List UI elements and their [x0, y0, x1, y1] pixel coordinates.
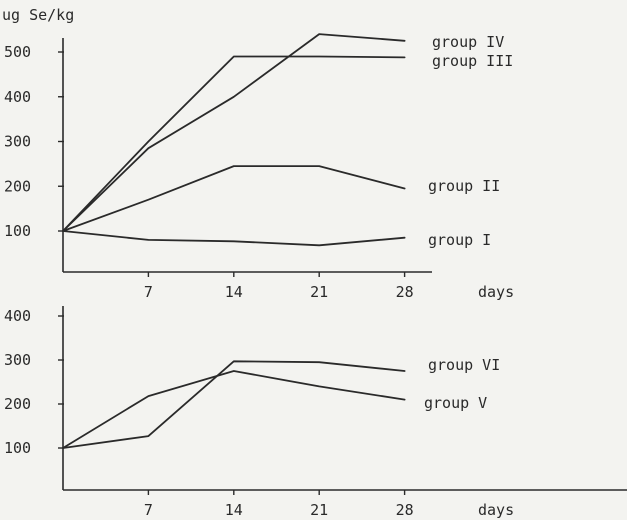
series-label-group-vi: group VI [428, 356, 500, 374]
top-y-tick-label-300: 300 [4, 133, 31, 151]
bottom-x-tick-label-14: 14 [225, 501, 243, 519]
series-label-group-i: group I [428, 231, 491, 249]
top-y-tick-label-500: 500 [4, 43, 31, 61]
top-chart-panel: ug Se/kg 100 200 300 400 500 7 14 21 28 days group … [2, 6, 514, 301]
top-y-tick-label-100: 100 [4, 222, 31, 240]
series-line-group-iii [62, 55, 406, 232]
top-x-axis-label: days [478, 283, 514, 301]
top-x-tick-label-14: 14 [225, 283, 243, 301]
series-line-group-vi [62, 360, 406, 449]
bottom-y-tick-label-300: 300 [4, 351, 31, 369]
y-axis-label: ug Se/kg [2, 6, 74, 24]
series-line-group-ii [62, 165, 406, 232]
series-label-group-iii: group III [432, 52, 513, 70]
top-y-tick-label-400: 400 [4, 88, 31, 106]
bottom-y-tick-label-400: 400 [4, 307, 31, 325]
bottom-x-tick-label-28: 28 [396, 501, 414, 519]
top-x-tick-label-28: 28 [396, 283, 414, 301]
top-y-tick-label-200: 200 [4, 177, 31, 195]
bottom-y-tick-label-200: 200 [4, 395, 31, 413]
series-line-group-iv [62, 33, 406, 232]
bottom-y-tick-label-100: 100 [4, 439, 31, 457]
top-x-tick-label-21: 21 [310, 283, 328, 301]
series-line-group-i [62, 230, 406, 247]
series-label-group-iv: group IV [432, 33, 504, 51]
bottom-x-axis-label: days [478, 501, 514, 519]
series-line-group-v [62, 370, 406, 449]
series-label-group-ii: group II [428, 177, 500, 195]
bottom-chart-panel: 100 200 300 400 7 14 21 28 days group VI group V [4, 306, 627, 519]
top-x-tick-label-7: 7 [144, 283, 153, 301]
series-label-group-v: group V [424, 394, 487, 412]
bottom-x-tick-label-21: 21 [310, 501, 328, 519]
bottom-x-tick-label-7: 7 [144, 501, 153, 519]
